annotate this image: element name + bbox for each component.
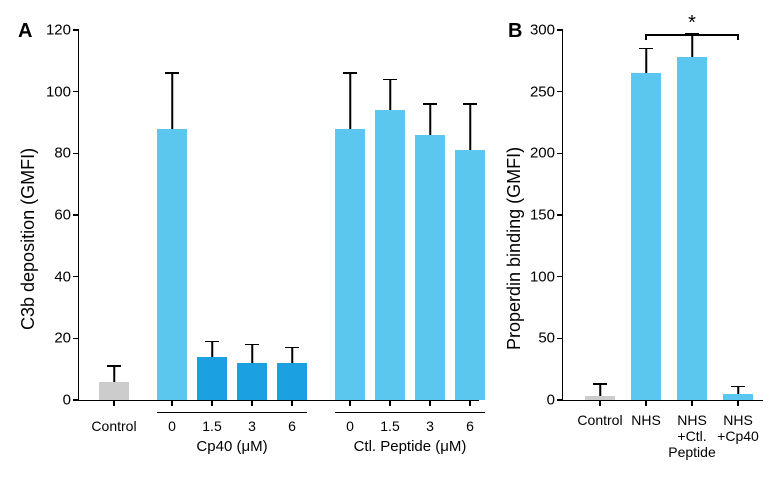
error-cap — [165, 72, 179, 74]
error-cap — [107, 365, 121, 367]
error-bar — [389, 79, 391, 110]
bar — [415, 135, 445, 400]
panel-a-plot: 020406080100120Control01.536Cp40 (μM)01.… — [78, 30, 479, 401]
bar — [157, 129, 187, 400]
y-tick-label: 120 — [46, 22, 79, 39]
y-tick-label: 40 — [54, 268, 79, 285]
x-category-label: 0 — [346, 418, 354, 434]
error-bar — [429, 104, 431, 135]
x-tick — [599, 400, 601, 406]
x-category-label: 3 — [426, 418, 434, 434]
group-label: Cp40 (μM) — [196, 438, 267, 455]
group-line — [157, 412, 307, 413]
error-cap — [245, 344, 259, 346]
x-tick — [389, 400, 391, 406]
x-tick — [349, 400, 351, 406]
panel-a: A C3b deposition (GMFI) 020406080100120C… — [0, 0, 500, 504]
x-tick — [251, 400, 253, 406]
error-bar — [251, 345, 253, 364]
y-tick-label: 200 — [530, 145, 563, 162]
error-cap — [205, 341, 219, 343]
panel-b-ylabel: Properdin binding (GMFI) — [504, 147, 525, 350]
y-tick-label: 100 — [46, 83, 79, 100]
x-category-label: Peptide — [668, 444, 715, 460]
x-tick — [171, 400, 173, 406]
x-tick — [645, 400, 647, 406]
panel-a-label: A — [18, 20, 32, 43]
x-category-label: 6 — [288, 418, 296, 434]
error-bar — [737, 386, 739, 393]
x-tick — [291, 400, 293, 406]
x-tick — [113, 400, 115, 406]
error-bar — [113, 366, 115, 381]
bar — [375, 110, 405, 400]
x-category-label: 6 — [466, 418, 474, 434]
x-category-label: Control — [91, 418, 136, 434]
x-category-label: 0 — [168, 418, 176, 434]
significance-tick — [645, 34, 647, 40]
error-bar — [645, 49, 647, 74]
bar — [197, 357, 227, 400]
x-tick — [429, 400, 431, 406]
y-tick-label: 100 — [530, 268, 563, 285]
x-category-label: 1.5 — [202, 418, 221, 434]
y-tick-label: 50 — [538, 330, 563, 347]
panel-b-label: B — [508, 20, 522, 43]
significance-tick — [737, 34, 739, 40]
bar — [99, 382, 129, 401]
x-tick — [211, 400, 213, 406]
error-cap — [383, 79, 397, 81]
error-bar — [211, 341, 213, 356]
figure: A C3b deposition (GMFI) 020406080100120C… — [0, 0, 780, 504]
panel-b-plot: 050100150200250300ControlNHSNHS+Ctl.Pept… — [562, 30, 763, 401]
error-cap — [285, 347, 299, 349]
error-bar — [291, 348, 293, 363]
significance-star: * — [688, 12, 696, 35]
y-tick-label: 0 — [63, 392, 79, 409]
x-category-label: NHS — [631, 412, 661, 428]
bar — [335, 129, 365, 400]
error-cap — [731, 386, 745, 388]
error-bar — [171, 73, 173, 129]
x-category-label: Control — [577, 412, 622, 428]
panel-b: B Properdin binding (GMFI) 0501001502002… — [500, 0, 780, 504]
error-cap — [593, 383, 607, 385]
y-tick-label: 20 — [54, 330, 79, 347]
error-bar — [469, 104, 471, 150]
bar — [677, 57, 707, 400]
error-cap — [463, 103, 477, 105]
y-tick-label: 150 — [530, 207, 563, 224]
x-tick — [469, 400, 471, 406]
error-bar — [691, 34, 693, 57]
y-tick-label: 80 — [54, 145, 79, 162]
bar — [631, 73, 661, 400]
group-line — [335, 412, 485, 413]
x-tick — [691, 400, 693, 406]
group-label: Ctl. Peptide (μM) — [354, 438, 467, 455]
x-category-label: +Ctl. — [677, 428, 706, 444]
x-category-label: NHS — [677, 412, 707, 428]
y-tick-label: 0 — [547, 392, 563, 409]
y-tick-label: 250 — [530, 83, 563, 100]
bar — [455, 150, 485, 400]
x-category-label: 3 — [248, 418, 256, 434]
bar — [237, 363, 267, 400]
x-category-label: 1.5 — [380, 418, 399, 434]
x-tick — [737, 400, 739, 406]
error-bar — [349, 73, 351, 129]
y-tick-label: 60 — [54, 207, 79, 224]
error-cap — [343, 72, 357, 74]
bar — [277, 363, 307, 400]
x-category-label: NHS — [723, 412, 753, 428]
error-bar — [599, 384, 601, 396]
error-cap — [423, 103, 437, 105]
x-category-label: +Cp40 — [717, 428, 759, 444]
y-tick-label: 300 — [530, 22, 563, 39]
panel-a-ylabel: C3b deposition (GMFI) — [18, 148, 39, 330]
error-cap — [639, 48, 653, 50]
